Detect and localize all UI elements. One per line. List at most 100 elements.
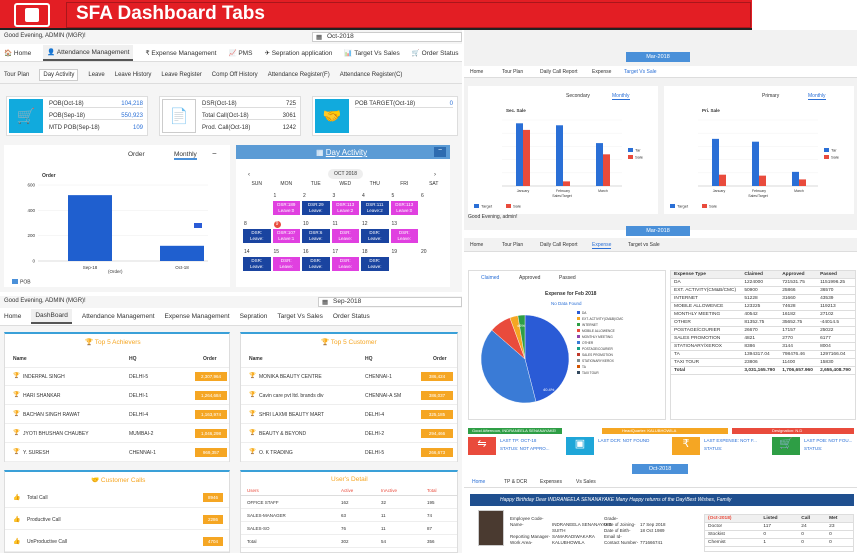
subnav-leave[interactable]: Leave: [88, 71, 105, 78]
tab-monthly[interactable]: Monthly: [612, 93, 630, 100]
nav-tp-dcr[interactable]: TP & DCR: [504, 479, 528, 485]
day-cell[interactable]: DSR:111 Leave:2: [361, 201, 389, 215]
subnav-att-reg-c[interactable]: Attendance Register(C): [339, 71, 403, 78]
month-selector[interactable]: ▦ Sep-2018: [318, 297, 462, 307]
day-cell[interactable]: DSR: Leave:: [361, 229, 389, 243]
table-row[interactable]: 🏆 HARI SHANKAR DELHI-1 1,264,684: [5, 387, 229, 405]
column-header[interactable]: Approved: [779, 271, 818, 279]
nav-separation[interactable]: ✈ Sepration application: [264, 49, 333, 57]
nav-attendance[interactable]: Attendance Management: [81, 313, 155, 320]
month-selector[interactable]: Mar-2018: [626, 52, 690, 62]
nav-order[interactable]: Order Status: [332, 313, 370, 320]
nav-order[interactable]: 🛒 Order Status: [411, 49, 459, 57]
day-cell[interactable]: DSR: Leave:: [243, 229, 271, 243]
nav-dcr[interactable]: Daily Call Report: [540, 242, 578, 248]
nav-target[interactable]: Target Vs Sales: [277, 313, 323, 320]
subnav-tour-plan[interactable]: Tour Plan: [4, 71, 30, 78]
day-cell[interactable]: DSR:29 Leave:: [302, 201, 330, 215]
expense-table: Expense Type Claimed Approved Passed DA 12240…: [671, 271, 855, 375]
nav-pms[interactable]: 📈 PMS: [228, 49, 253, 57]
day-cell[interactable]: DSR: Leave:: [331, 229, 359, 243]
nav-tour-plan[interactable]: Tour Plan: [502, 242, 524, 248]
bar-tar-january: [712, 138, 719, 186]
y-tick-label: 400: [27, 208, 35, 213]
bar-sale-march: [799, 179, 806, 186]
day-cell[interactable]: DSR: Leave:: [272, 257, 300, 271]
day-cell[interactable]: DSR: Leave:: [243, 257, 271, 271]
nav-dcr[interactable]: Daily Call Report: [540, 69, 578, 75]
prev-month-icon[interactable]: ‹: [248, 172, 250, 178]
nav-attendance[interactable]: 👤 Attendance Management: [43, 44, 134, 61]
day-cell[interactable]: DSR:107 Leave:1: [272, 229, 300, 243]
tab-approved[interactable]: Approved: [519, 275, 541, 281]
nav-expense[interactable]: ₹ Expense Management: [145, 49, 217, 57]
nav-vs-sales[interactable]: Vs Sales: [576, 479, 596, 485]
column-header[interactable]: Expense Type: [671, 271, 742, 279]
weekday-thu: THU: [369, 181, 380, 187]
nav-dashboard[interactable]: DashBoard: [31, 309, 72, 324]
table-row[interactable]: 🏆 JYOTI BHUSHAN CHAUBEY MUMBAI-2 1,046,298: [5, 425, 229, 443]
day-number: 8: [244, 221, 247, 227]
nav-expenses[interactable]: Expenses: [540, 479, 562, 485]
column-header[interactable]: Passed: [817, 271, 855, 279]
table-row[interactable]: 🏆 Cavin care pvt ltd. brands div CHENNAI-A…: [241, 387, 457, 405]
greeting: Good Evening, ADMIN (MGR)!: [4, 33, 86, 39]
nav-home[interactable]: Home: [4, 313, 22, 320]
table-row[interactable]: 🏆 INDERPAL SINGH DELHI-5 2,307,964: [5, 368, 229, 386]
subnav-att-reg-f[interactable]: Attendance Register(F): [267, 71, 330, 78]
nav-target[interactable]: 📊 Target Vs Sales: [344, 49, 400, 57]
day-cell[interactable]: DSR:113 Leave:0: [390, 201, 418, 215]
tab-passed[interactable]: Passed: [559, 275, 576, 281]
table-cell: 0: [798, 530, 827, 539]
tab-claimed[interactable]: Claimed: [481, 275, 500, 281]
day-cell[interactable]: DSR: Leave:: [302, 257, 330, 271]
nav-home[interactable]: Home: [470, 242, 484, 248]
collapse-button[interactable]: −: [212, 149, 217, 158]
subnav-day-activity[interactable]: Day Activity: [39, 68, 79, 81]
table-row[interactable]: 🏆 BEAUTY & BEYOND DELHI-2 294,466: [241, 425, 457, 443]
hq-cell: CHENNAI-A SM: [365, 393, 402, 399]
day-number: 20: [421, 249, 427, 255]
tab-monthly[interactable]: Monthly: [174, 151, 197, 160]
tab-order[interactable]: Order: [128, 151, 145, 158]
nav-expense[interactable]: Expense Management: [164, 313, 230, 320]
nav-expense[interactable]: Expense: [592, 242, 612, 249]
subnav-leave-register[interactable]: Leave Register: [161, 71, 202, 78]
nav-target[interactable]: Target Vs Sale: [624, 69, 657, 75]
pob-card: 🛒 POB(Oct-18) 104,218 POB(Sep-18) 550,923 …: [6, 96, 148, 136]
subnav-leave-history[interactable]: Leave History: [114, 71, 152, 78]
nav-home[interactable]: 🏠 Home: [4, 49, 32, 57]
tab-primary[interactable]: Primary: [762, 93, 780, 99]
collapse-button[interactable]: −: [434, 147, 446, 157]
nav-expense[interactable]: Expense: [592, 69, 612, 75]
nav-separation[interactable]: Sepration: [239, 313, 268, 320]
subnav-comp-off[interactable]: Comp Off History: [211, 71, 258, 78]
call-row: 👍 Productive Call 2286: [5, 510, 229, 530]
month-selector-2[interactable]: Oct-2018: [632, 464, 688, 474]
tab-monthly[interactable]: Monthly: [808, 93, 826, 100]
day-cell[interactable]: DSR: Leave:: [390, 229, 418, 243]
day-cell[interactable]: DSR:113 Leave:2: [331, 201, 359, 215]
dsr-label: DSR(Oct-18): [202, 101, 237, 107]
table-row[interactable]: 🏆 SHRI LAXMI BEAUTY MART DELHI-4 325,185: [241, 406, 457, 424]
day-cell[interactable]: DSR: Leave:: [361, 257, 389, 271]
table-row[interactable]: 🏆 BACHAN SINGH RAWAT DELHI-4 1,163,974: [5, 406, 229, 424]
nav-home[interactable]: Home: [470, 69, 484, 75]
next-month-icon[interactable]: ›: [434, 172, 436, 178]
month-selector[interactable]: ▦ Oct-2018: [312, 32, 462, 42]
nav-tour-plan[interactable]: Tour Plan: [502, 69, 524, 75]
table-row[interactable]: 🏆 O. K TRADING DELHI-5 266,673: [241, 444, 457, 462]
day-cell[interactable]: DSR:6 Leave:: [302, 229, 330, 243]
nav-target[interactable]: Target vs Sale: [628, 242, 660, 248]
table-row[interactable]: 🏆 Y. SURESH CHENNAI-1 969,357: [5, 444, 229, 462]
nav-home[interactable]: Home: [472, 479, 486, 485]
column-header[interactable]: Claimed: [741, 271, 780, 279]
employee-value: SUITH: [552, 528, 566, 533]
day-cell[interactable]: DSR: Leave:: [331, 257, 359, 271]
month-selector[interactable]: Mar-2018: [626, 226, 690, 236]
tab-secondary[interactable]: Secondary: [566, 93, 590, 99]
mtd-pob-value: 109: [132, 125, 143, 131]
table-row[interactable]: 🏆 MONIKA BEAUTY CENTRE CHENNAI-1 386,424: [241, 368, 457, 386]
table-cell: SALES-SO: [247, 526, 270, 531]
day-cell[interactable]: DSR:189 Leave:0: [272, 201, 300, 215]
